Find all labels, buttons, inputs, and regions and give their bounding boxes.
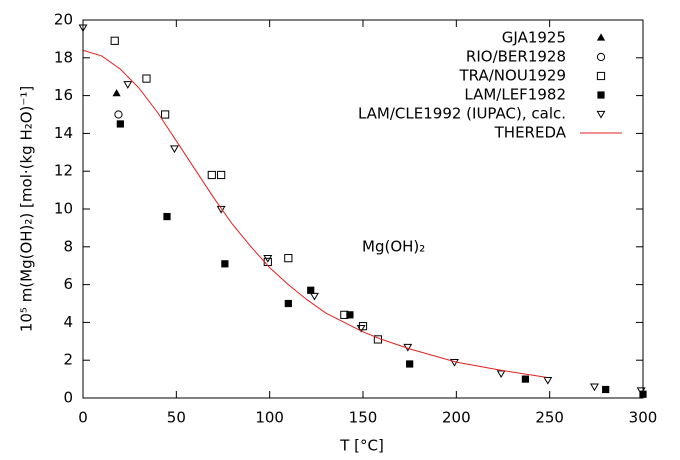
- marker: [263, 255, 273, 263]
- marker: [216, 205, 226, 214]
- marker: [589, 383, 599, 392]
- x-tick-label: 200: [442, 409, 471, 427]
- y-tick-label: 16: [54, 86, 73, 104]
- y-tick-label: 14: [54, 124, 73, 142]
- marker: [346, 311, 354, 319]
- marker: [602, 385, 610, 394]
- marker: [356, 324, 366, 333]
- marker: [496, 370, 506, 379]
- x-tick-label: 50: [167, 409, 186, 427]
- marker: [521, 375, 529, 383]
- y-tick-label: 4: [63, 313, 73, 331]
- marker: [284, 299, 292, 308]
- x-tick-label: 100: [255, 409, 284, 427]
- y-tick-label: 20: [54, 11, 73, 29]
- marker: [284, 254, 293, 263]
- marker: [639, 390, 647, 398]
- marker: [112, 89, 121, 97]
- x-tick-label: 250: [535, 409, 564, 427]
- x-tick-label: 150: [349, 409, 378, 427]
- legend-label: LAM/CLE1992 (IUPAC), calc.: [358, 105, 566, 123]
- y-tick-label: 2: [63, 351, 73, 369]
- legend-swatch: [596, 110, 606, 119]
- x-tick-label: 300: [629, 409, 658, 427]
- marker: [309, 292, 319, 301]
- legend-label: LAM/LEF1982: [464, 86, 566, 104]
- marker: [142, 74, 151, 83]
- y-tick-label: 0: [63, 389, 73, 407]
- marker: [543, 376, 553, 385]
- marker: [123, 81, 133, 89]
- y-tick-label: 18: [54, 48, 73, 66]
- legend-swatch: [596, 52, 606, 62]
- marker: [221, 260, 229, 268]
- marker: [169, 145, 179, 154]
- marker: [406, 360, 414, 368]
- marker: [636, 387, 646, 396]
- x-tick-label: 0: [78, 409, 88, 427]
- legend-swatch: [596, 71, 606, 81]
- marker: [217, 170, 226, 180]
- y-tick-label: 8: [63, 237, 73, 255]
- marker: [163, 212, 171, 221]
- marker: [161, 110, 170, 119]
- legend-label: RIO/BER1928: [466, 48, 566, 66]
- series-line: [82, 49, 547, 378]
- marker: [116, 120, 124, 128]
- y-axis-label: 10⁵ m(Mg(OH)₂) [mol·(kg H₂O)⁻¹]: [18, 86, 36, 332]
- annotation: Mg(OH)₂: [362, 238, 425, 256]
- marker: [78, 24, 88, 33]
- y-tick-label: 6: [63, 275, 73, 293]
- legend-label: GJA1925: [502, 29, 566, 47]
- y-tick-label: 10: [54, 200, 73, 218]
- legend-swatch: [596, 33, 606, 41]
- legend-label: TRA/NOU1929: [459, 67, 566, 85]
- marker: [114, 110, 123, 119]
- marker: [207, 170, 216, 180]
- marker: [110, 36, 119, 45]
- x-axis-label: T [°C]: [339, 437, 384, 455]
- y-tick-label: 12: [54, 162, 73, 180]
- marker: [307, 286, 315, 294]
- legend-swatch: [597, 91, 605, 99]
- marker: [358, 322, 368, 331]
- marker: [449, 358, 459, 367]
- legend-label: THEREDA: [494, 124, 567, 142]
